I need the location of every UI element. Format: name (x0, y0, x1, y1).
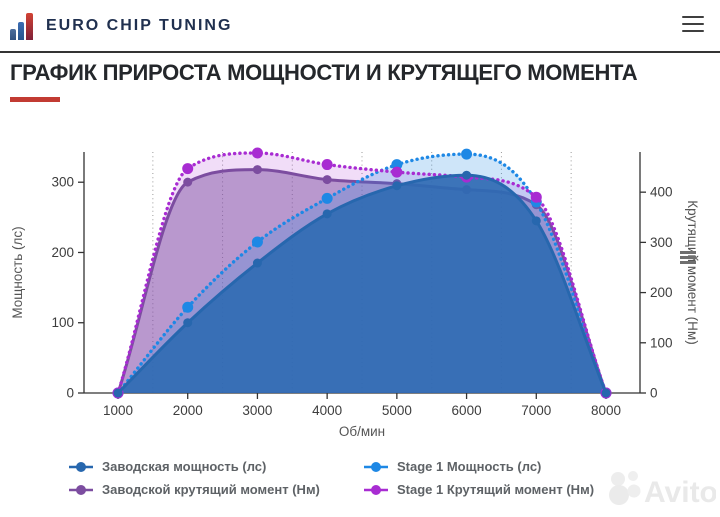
header-divider (0, 51, 720, 53)
page-title: ГРАФИК ПРИРОСТА МОЩНОСТИ И КРУТЯЩЕГО МОМ… (10, 60, 638, 85)
legend-label: Stage 1 Мощность (лс) (397, 459, 542, 474)
brand-bars-icon (10, 13, 36, 40)
chart-legend: Заводская мощность (лс) Заводской крутящ… (0, 455, 720, 505)
left-axis-tick-label: 300 (51, 175, 74, 190)
x-axis-tick-label: 7000 (521, 403, 551, 418)
x-axis-tick-label: 4000 (312, 403, 342, 418)
series-2-marker[interactable] (322, 175, 332, 185)
legend-label: Заводской крутящий момент (Нм) (102, 482, 320, 497)
x-axis-tick-label: 5000 (382, 403, 412, 418)
avito-watermark-text: Avito (644, 476, 716, 509)
series-3-marker[interactable] (251, 147, 263, 159)
x-axis-tick-label: 3000 (242, 403, 272, 418)
series-0-marker[interactable] (322, 209, 332, 219)
x-axis-tick-label: 1000 (103, 403, 133, 418)
right-axis-tick-label: 100 (650, 335, 673, 350)
series-3-line (116, 151, 608, 395)
right-axis-tick-label: 200 (650, 285, 673, 300)
series-0-marker[interactable] (113, 388, 123, 398)
legend-label: Заводская мощность (лс) (102, 459, 267, 474)
brand-name: EURO CHIP TUNING (46, 17, 233, 34)
right-axis-tick-label: 0 (650, 386, 658, 401)
x-axis-title: Об/мин (339, 424, 385, 439)
avito-watermark: Avito (609, 471, 716, 509)
series-0-line (116, 173, 608, 395)
series-1-marker[interactable] (182, 301, 194, 313)
menu-hamburger-icon[interactable] (682, 16, 704, 36)
legend-marker-icon (69, 484, 93, 495)
x-axis-tick-label: 6000 (452, 403, 482, 418)
series-0-marker[interactable] (462, 170, 472, 180)
series-0-marker[interactable] (252, 258, 262, 268)
series-0-marker[interactable] (601, 388, 611, 398)
left-axis-tick-label: 100 (51, 315, 74, 330)
series-2-marker[interactable] (252, 165, 262, 175)
series-1-marker[interactable] (251, 236, 263, 248)
series-3-marker[interactable] (391, 166, 403, 178)
legend-label: Stage 1 Крутящий момент (Нм) (397, 482, 595, 497)
legend-marker-icon (69, 461, 93, 472)
right-axis-tick-label: 400 (650, 185, 673, 200)
header: EURO CHIP TUNING (0, 0, 720, 52)
right-axis-title: Крутящий момент (Нм) (685, 200, 700, 344)
series-3-marker[interactable] (182, 163, 194, 175)
series-0-area (118, 175, 606, 393)
x-axis-tick-label: 2000 (173, 403, 203, 418)
title-accent-bar (10, 97, 60, 102)
series-3-marker[interactable] (530, 191, 542, 203)
left-axis-title: Мощность (лс) (10, 226, 25, 318)
legend-item-stage1-torque[interactable]: Stage 1 Крутящий момент (Нм) (363, 478, 594, 501)
legend-item-factory-torque[interactable]: Заводской крутящий момент (Нм) (68, 478, 320, 501)
legend-item-stage1-power[interactable]: Stage 1 Мощность (лс) (363, 455, 594, 478)
series-0-marker[interactable] (183, 318, 193, 328)
legend-marker-icon (364, 484, 388, 495)
left-axis-tick-label: 200 (51, 245, 74, 260)
series-2-marker[interactable] (183, 177, 193, 187)
series-1-line (116, 152, 608, 395)
legend-marker-icon (364, 461, 388, 472)
chart-area: 0 100 200 300 0 100 200 300 400 1000 2000 3000 4000 5… (0, 110, 720, 456)
series-1-marker[interactable] (461, 148, 473, 160)
series-3-marker[interactable] (321, 159, 333, 171)
series-1-marker[interactable] (321, 192, 333, 204)
series-0-marker[interactable] (392, 181, 402, 191)
right-axis-tick-label: 300 (650, 235, 673, 250)
x-axis-tick-label: 8000 (591, 403, 621, 418)
series-0-marker[interactable] (531, 216, 541, 226)
left-axis-tick-label: 0 (66, 386, 74, 401)
chart-export-menu-icon[interactable] (680, 251, 696, 266)
legend-item-factory-power[interactable]: Заводская мощность (лс) (68, 455, 320, 478)
